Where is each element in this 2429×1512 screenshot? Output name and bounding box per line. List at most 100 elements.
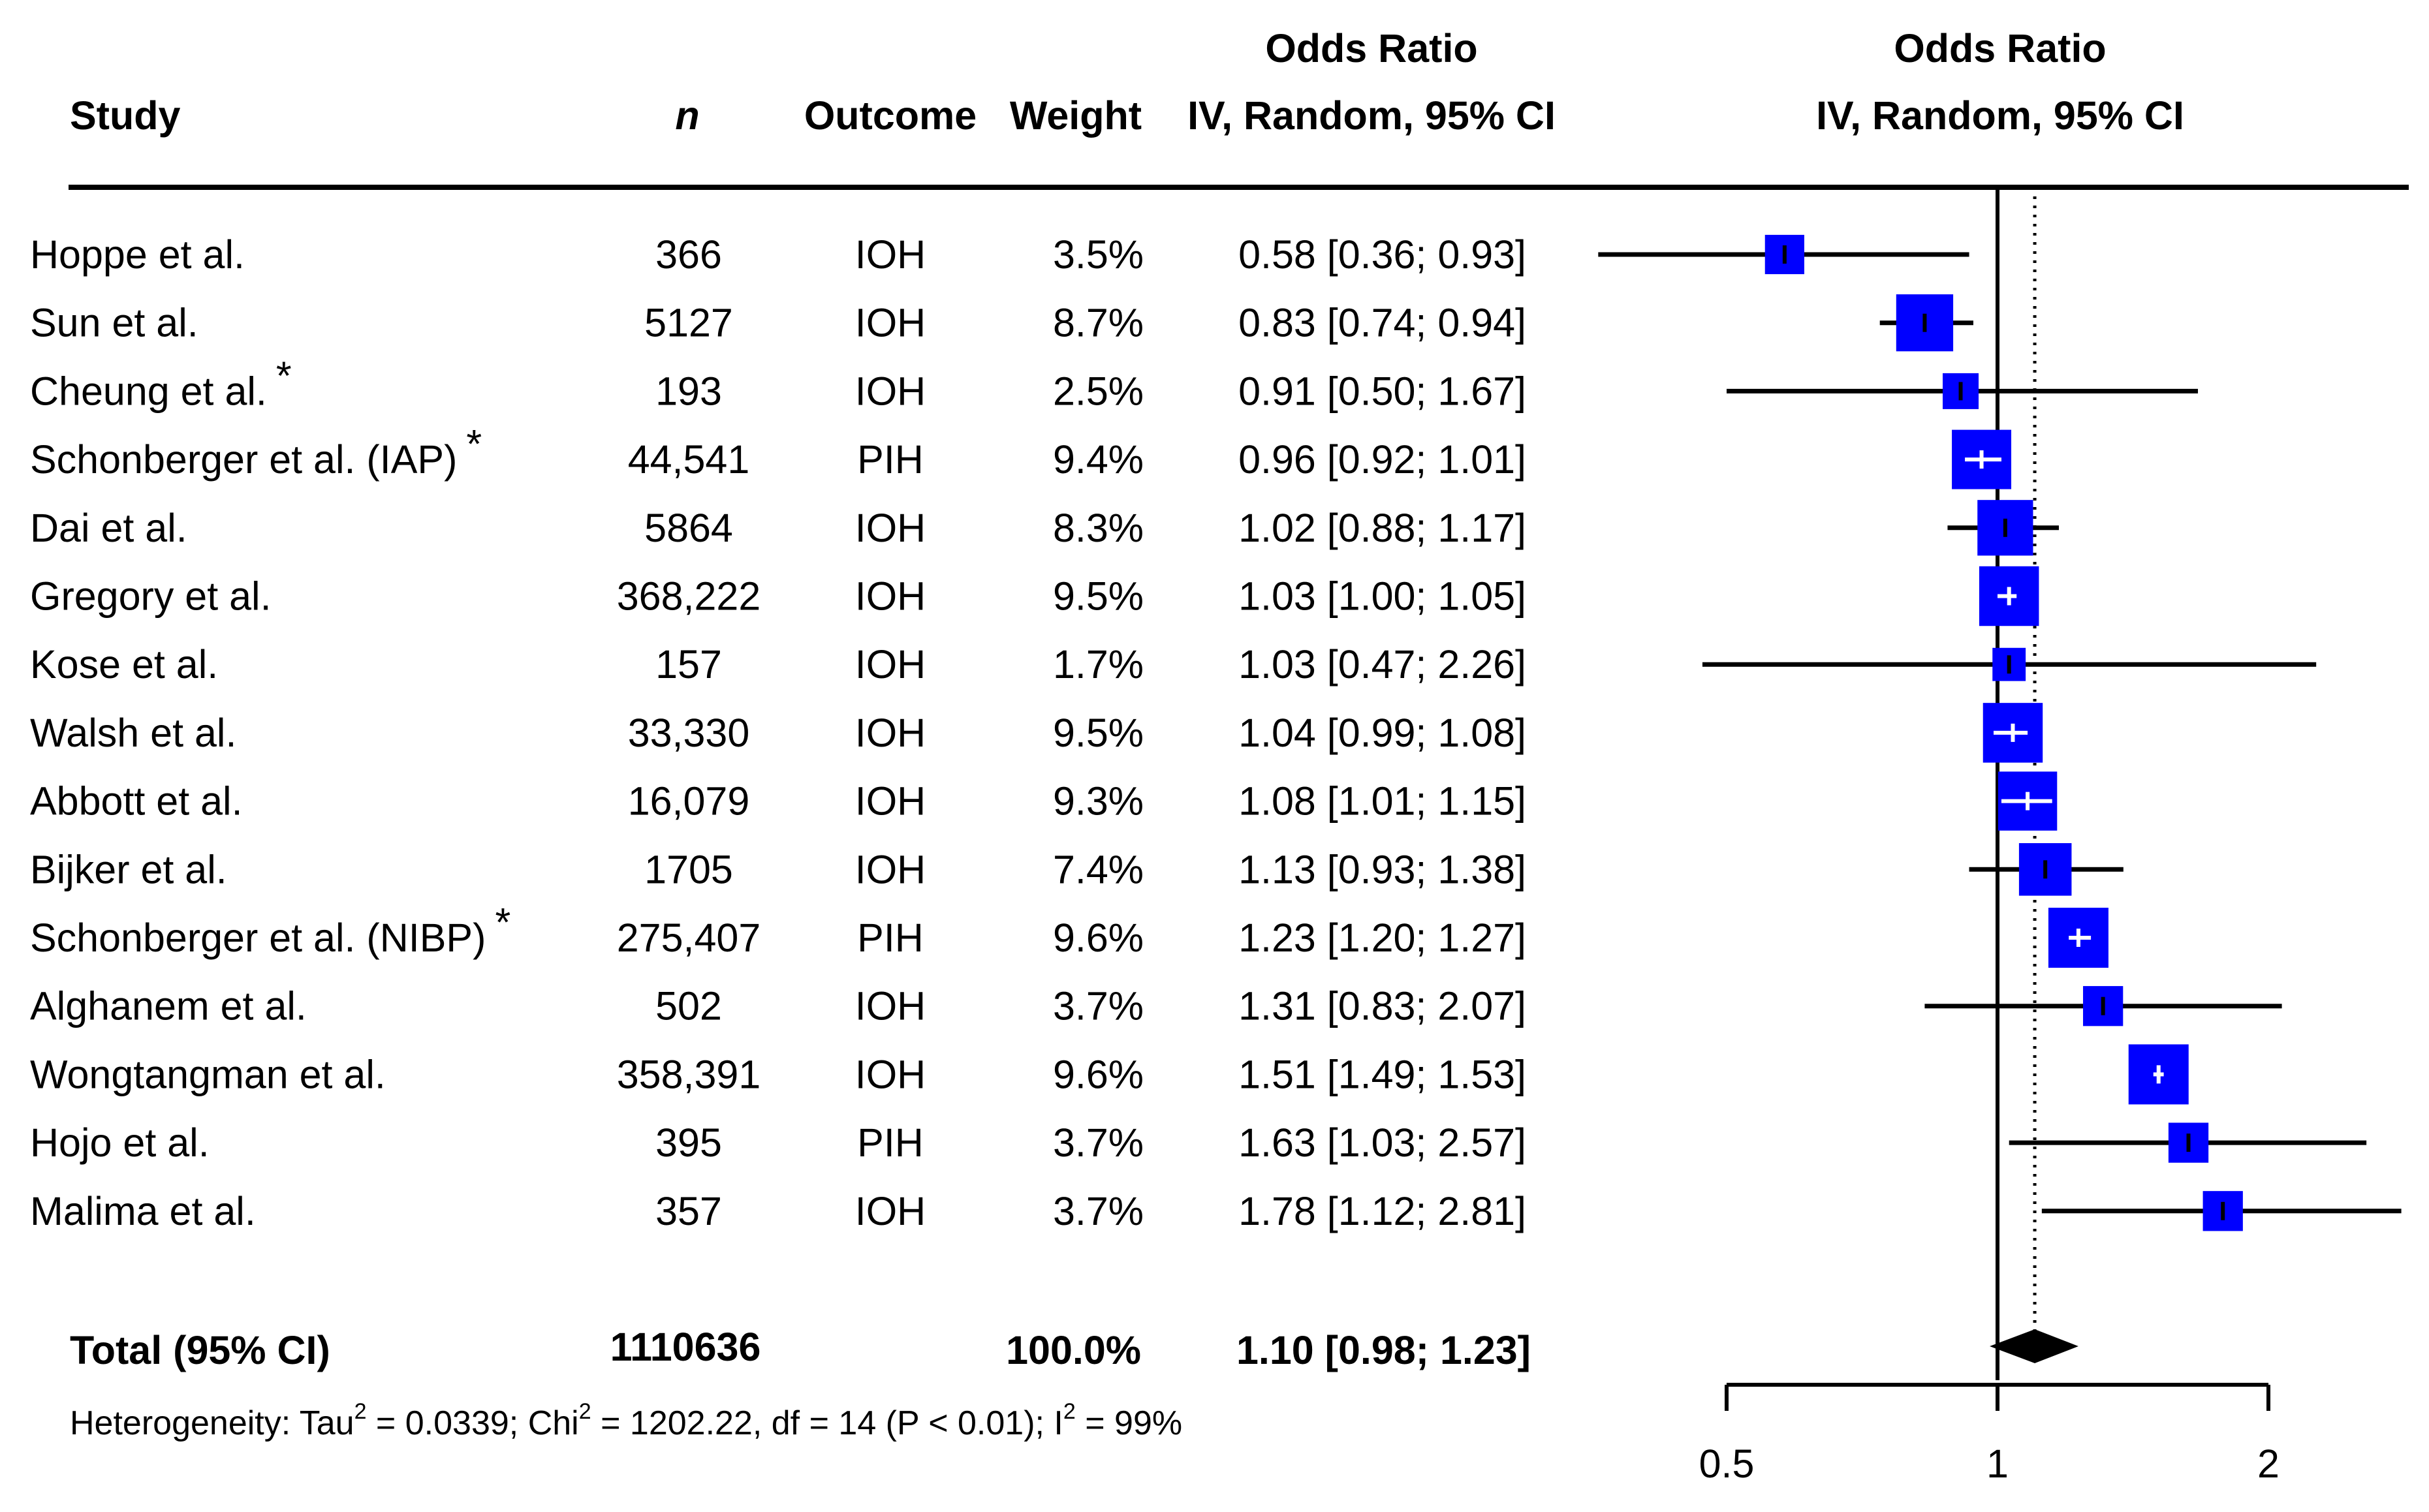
study-ci: 1.63 [1.03; 2.57] [1238, 1120, 1526, 1165]
study-ci: 0.96 [0.92; 1.01] [1238, 437, 1526, 482]
study-ci: 0.83 [0.74; 0.94] [1238, 301, 1526, 345]
study-ci: 1.51 [1.49; 1.53] [1238, 1052, 1526, 1096]
study-weight: 9.4% [1053, 437, 1144, 482]
reference-lines [1996, 187, 2037, 1380]
study-star: * [276, 353, 292, 397]
het-sup-2: 2 [579, 1399, 591, 1424]
study-weight: 2.5% [1053, 369, 1144, 413]
study-ci: 1.08 [1.01; 1.15] [1238, 779, 1526, 824]
study-outcome: IOH [855, 232, 926, 277]
total-row: Total (95% CI) 1110636 100.0% 1.10 [0.98… [70, 1325, 2078, 1372]
study-weight: 9.5% [1053, 574, 1144, 619]
het-sup-3: 2 [1063, 1399, 1076, 1424]
study-n: 5127 [644, 301, 733, 345]
study-weight: 3.7% [1053, 984, 1144, 1028]
study-name: Bijker et al. [30, 847, 227, 891]
study-name: Kose et al. [30, 642, 218, 687]
header-plot-line2: IV, Random, 95% CI [1816, 93, 2184, 138]
study-ci: 1.23 [1.20; 1.27] [1238, 916, 1526, 960]
study-name: Walsh et al. [30, 711, 236, 755]
study-n: 157 [655, 642, 722, 687]
study-star: * [466, 422, 482, 466]
header-plot-line1: Odds Ratio [1894, 26, 2106, 70]
x-tick-label: 2 [2257, 1442, 2280, 1486]
study-outcome: PIH [857, 437, 924, 482]
study-weight: 3.5% [1053, 232, 1144, 277]
study-n: 502 [655, 984, 722, 1028]
header-study: Study [70, 93, 181, 138]
study-outcome: IOH [855, 506, 926, 550]
study-weight: 8.3% [1053, 506, 1144, 550]
study-outcome: PIH [857, 916, 924, 960]
study-star: * [495, 900, 510, 944]
pooled-diamond [1989, 1329, 2078, 1363]
study-weight: 9.3% [1053, 779, 1144, 824]
study-ci: 1.03 [1.00; 1.05] [1238, 574, 1526, 619]
study-weight: 8.7% [1053, 301, 1144, 345]
study-name: Hoppe et al. [30, 232, 245, 277]
study-outcome: IOH [855, 301, 926, 345]
study-name: Cheung et al. * [30, 353, 292, 413]
study-row: Wongtangman et al. 358,391 IOH 9.6% 1.51 [1.… [30, 1044, 2189, 1105]
x-tick-label: 1 [1986, 1442, 2009, 1486]
het-chi2: = 1202.22, df = 14 (P < 0.01); I [591, 1404, 1063, 1442]
study-n: 33,330 [628, 711, 750, 755]
study-row: Schonberger et al. (IAP) * 44,541 PIH 9.4% 0.… [30, 422, 2012, 489]
study-n: 44,541 [628, 437, 750, 482]
study-n: 193 [655, 369, 722, 413]
study-row: Schonberger et al. (NIBP) * 275,407 PIH 9.6%… [30, 900, 2108, 968]
study-outcome: IOH [855, 574, 926, 619]
study-weight: 3.7% [1053, 1189, 1144, 1233]
study-n: 368,222 [617, 574, 761, 619]
study-row: Abbott et al. 16,079 IOH 9.3% 1.08 [1.01; 1.… [30, 771, 2058, 831]
study-outcome: IOH [855, 847, 926, 891]
study-outcome: IOH [855, 642, 926, 687]
study-outcome: IOH [855, 779, 926, 824]
study-ci: 1.02 [0.88; 1.17] [1238, 506, 1526, 550]
study-n: 357 [655, 1189, 722, 1233]
study-row: Gregory et al. 368,222 IOH 9.5% 1.03 [1.00; … [30, 566, 2039, 626]
study-ci: 1.78 [1.12; 2.81] [1238, 1189, 1526, 1233]
het-sup-1: 2 [354, 1399, 367, 1424]
x-tick-label: 0.5 [1699, 1442, 1755, 1486]
study-ci: 0.58 [0.36; 0.93] [1238, 232, 1526, 277]
study-n: 358,391 [617, 1052, 761, 1096]
study-ci: 1.13 [0.93; 1.38] [1238, 847, 1526, 891]
column-headers: Study n Outcome Weight Odds Ratio IV, Ra… [70, 26, 2184, 138]
study-weight: 9.6% [1053, 916, 1144, 960]
study-n: 16,079 [628, 779, 750, 824]
study-row: Kose et al. 157 IOH 1.7% 1.03 [0.47; 2.26] [30, 642, 2317, 687]
study-name: Hojo et al. [30, 1120, 210, 1165]
study-name: Abbott et al. [30, 779, 243, 824]
study-n: 1705 [644, 847, 733, 891]
study-row: Hoppe et al. 366 IOH 3.5% 0.58 [0.36; 0.93] [30, 232, 1969, 277]
het-i2: = 99% [1076, 1404, 1182, 1442]
header-or-line1: Odds Ratio [1265, 26, 1477, 70]
header-n: n [675, 93, 699, 138]
study-n: 395 [655, 1120, 722, 1165]
study-weight: 7.4% [1053, 847, 1144, 891]
header-or-line2: IV, Random, 95% CI [1187, 93, 1556, 138]
study-outcome: PIH [857, 1120, 924, 1165]
study-row: Cheung et al. * 193 IOH 2.5% 0.91 [0.50; 1.67… [30, 353, 2199, 413]
total-weight: 100.0% [1006, 1328, 1141, 1372]
study-outcome: IOH [855, 369, 926, 413]
study-row: Bijker et al. 1705 IOH 7.4% 1.13 [0.93; 1.38… [30, 843, 2123, 896]
study-weight: 9.6% [1053, 1052, 1144, 1096]
study-ci: 0.91 [0.50; 1.67] [1238, 369, 1526, 413]
header-outcome: Outcome [804, 93, 977, 138]
study-ci: 1.03 [0.47; 2.26] [1238, 642, 1526, 687]
total-ci: 1.10 [0.98; 1.23] [1236, 1328, 1531, 1372]
study-row: Malima et al. 357 IOH 3.7% 1.78 [1.12; 2.81] [30, 1189, 2402, 1233]
study-name: Dai et al. [30, 506, 187, 550]
total-label: Total (95% CI) [70, 1328, 330, 1372]
study-outcome: IOH [855, 711, 926, 755]
study-name: Malima et al. [30, 1189, 256, 1233]
study-name: Alghanem et al. [30, 984, 307, 1028]
study-name: Wongtangman et al. [30, 1052, 386, 1096]
study-name: Gregory et al. [30, 574, 272, 619]
study-name: Schonberger et al. (NIBP) * [30, 900, 510, 960]
study-n: 5864 [644, 506, 733, 550]
x-axis: 0.5 1 2 [1699, 1383, 2280, 1486]
